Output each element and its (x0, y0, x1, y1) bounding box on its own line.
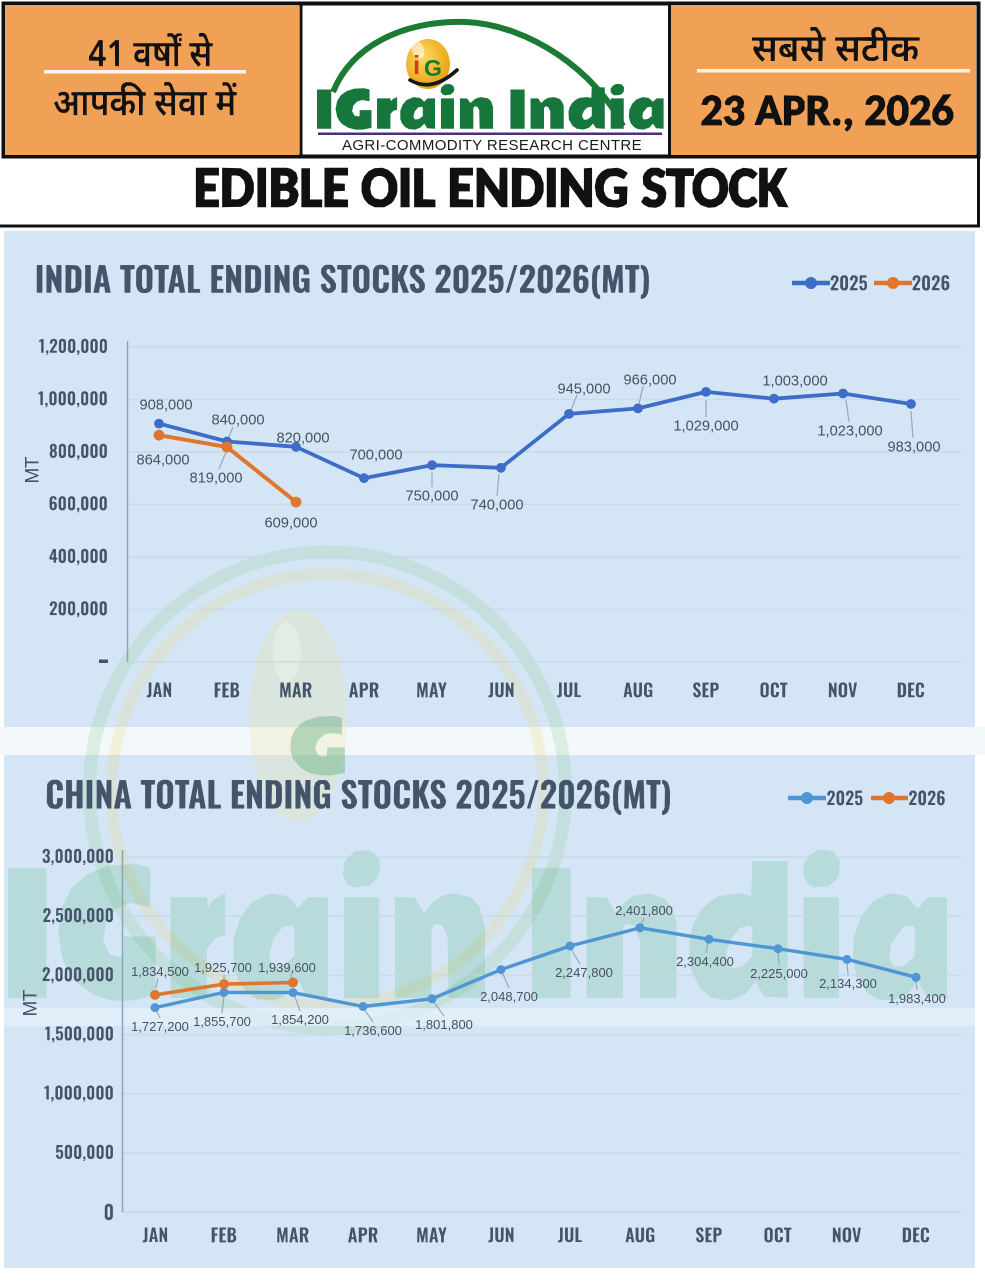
svg-text:2,134,300: 2,134,300 (819, 976, 877, 991)
svg-text:864,000: 864,000 (136, 453, 189, 469)
svg-text:2,225,000: 2,225,000 (750, 966, 808, 981)
svg-text:1,834,500: 1,834,500 (131, 964, 189, 979)
svg-text:G: G (424, 55, 442, 81)
svg-text:1,727,200: 1,727,200 (131, 1019, 189, 1034)
svg-text:609,000: 609,000 (264, 516, 317, 532)
svg-text:2,247,800: 2,247,800 (555, 965, 613, 980)
svg-text:1,023,000: 1,023,000 (817, 424, 882, 440)
svg-text:945,000: 945,000 (557, 382, 610, 398)
svg-text:966,000: 966,000 (623, 373, 676, 389)
svg-text:1,983,400: 1,983,400 (888, 991, 946, 1006)
svg-text:1,736,600: 1,736,600 (344, 1023, 402, 1038)
svg-text:750,000: 750,000 (405, 489, 458, 505)
svg-text:1,939,600: 1,939,600 (258, 960, 316, 975)
svg-text:i: i (413, 50, 420, 80)
svg-text:2,304,400: 2,304,400 (676, 954, 734, 969)
svg-text:1,854,200: 1,854,200 (271, 1012, 329, 1027)
svg-text:1,003,000: 1,003,000 (762, 374, 827, 390)
svg-text:820,000: 820,000 (276, 431, 329, 447)
svg-text:740,000: 740,000 (470, 498, 523, 514)
svg-text:1,925,700: 1,925,700 (194, 960, 252, 975)
svg-text:700,000: 700,000 (349, 448, 402, 464)
svg-text:MT: MT (23, 456, 44, 483)
svg-text:1,029,000: 1,029,000 (673, 419, 738, 435)
svg-text:819,000: 819,000 (189, 471, 242, 487)
svg-text:908,000: 908,000 (139, 398, 192, 414)
svg-text:2,401,800: 2,401,800 (615, 903, 673, 918)
svg-text:1,855,700: 1,855,700 (193, 1014, 251, 1029)
svg-text:2,048,700: 2,048,700 (480, 989, 538, 1004)
svg-text:840,000: 840,000 (211, 413, 264, 429)
svg-text:AGRI-COMMODITY RESEARCH CENTRE: AGRI-COMMODITY RESEARCH CENTRE (342, 137, 642, 154)
svg-text:983,000: 983,000 (887, 440, 940, 456)
svg-text:1,801,800: 1,801,800 (415, 1017, 473, 1032)
svg-text:MT: MT (21, 989, 42, 1016)
